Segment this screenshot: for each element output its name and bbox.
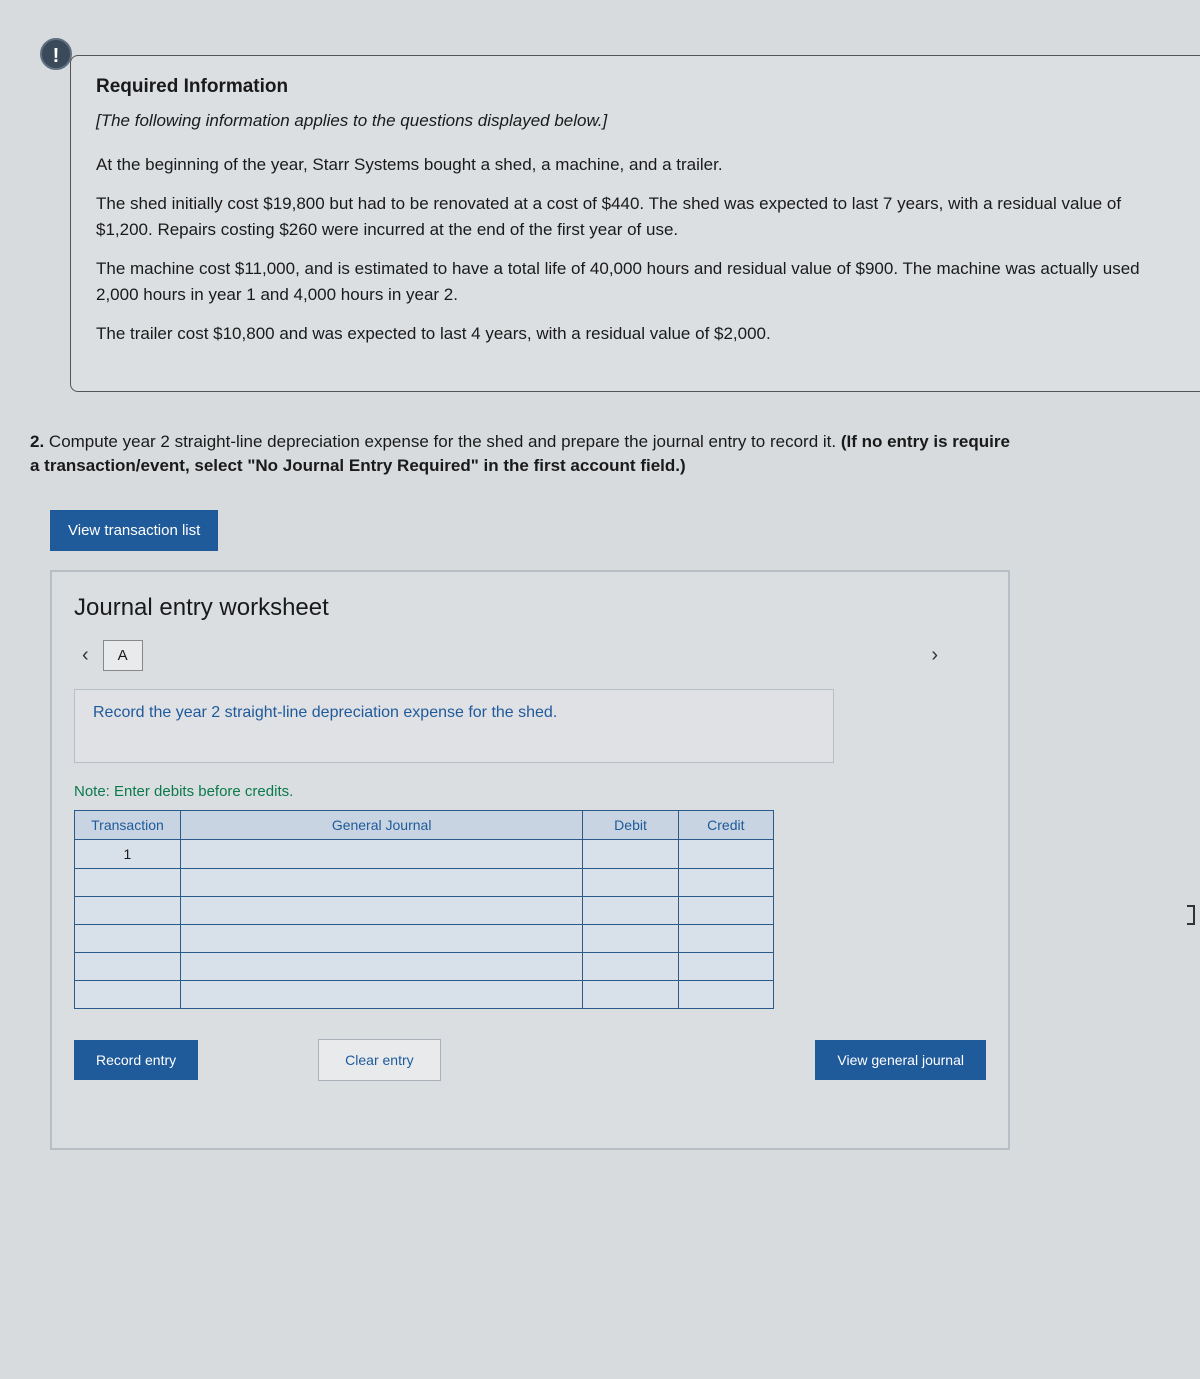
tab-a[interactable]: A bbox=[103, 640, 143, 671]
question-part-a: Compute year 2 straight-line depreciatio… bbox=[44, 432, 841, 451]
cell-gj-6[interactable] bbox=[180, 981, 582, 1009]
question-number: 2. bbox=[30, 432, 44, 451]
next-arrow-icon[interactable]: › bbox=[923, 640, 946, 671]
cell-db-3[interactable] bbox=[583, 897, 678, 925]
question-bold-a: (If no entry is require bbox=[841, 432, 1010, 451]
cell-gj-3[interactable] bbox=[180, 897, 582, 925]
record-entry-button[interactable]: Record entry bbox=[74, 1040, 198, 1080]
worksheet-nav: ‹ A › bbox=[74, 640, 986, 671]
table-row bbox=[75, 981, 774, 1009]
required-info-heading: Required Information bbox=[96, 76, 1175, 98]
cell-tx-5 bbox=[75, 953, 181, 981]
required-information-box: Required Information [The following info… bbox=[70, 55, 1200, 392]
col-general-journal: General Journal bbox=[180, 811, 582, 840]
cell-gj-2[interactable] bbox=[180, 869, 582, 897]
required-info-p2: The shed initially cost $19,800 but had … bbox=[96, 191, 1175, 242]
journal-entry-worksheet: Journal entry worksheet ‹ A › Record the… bbox=[50, 570, 1010, 1150]
clear-entry-button[interactable]: Clear entry bbox=[318, 1039, 440, 1081]
cell-tx-2 bbox=[75, 869, 181, 897]
cell-db-1[interactable] bbox=[583, 840, 678, 869]
cell-gj-4[interactable] bbox=[180, 925, 582, 953]
cell-gj-1[interactable] bbox=[180, 840, 582, 869]
question-part-b: a transaction/event, select "No Journal … bbox=[30, 456, 686, 475]
question-text: 2. Compute year 2 straight-line deprecia… bbox=[30, 430, 1200, 478]
cell-cr-4[interactable] bbox=[678, 925, 773, 953]
cell-tx-3 bbox=[75, 897, 181, 925]
button-row: Record entry Clear entry View general jo… bbox=[74, 1039, 986, 1081]
journal-entry-table: Transaction General Journal Debit Credit… bbox=[74, 810, 774, 1009]
required-info-intro: [The following information applies to th… bbox=[96, 108, 1175, 134]
col-credit: Credit bbox=[678, 811, 773, 840]
cell-cr-1[interactable] bbox=[678, 840, 773, 869]
table-row bbox=[75, 897, 774, 925]
bracket-icon bbox=[1187, 905, 1195, 925]
cell-tx-4 bbox=[75, 925, 181, 953]
col-transaction: Transaction bbox=[75, 811, 181, 840]
table-row bbox=[75, 953, 774, 981]
info-icon: ! bbox=[40, 38, 72, 70]
table-row bbox=[75, 869, 774, 897]
cell-tx-1: 1 bbox=[75, 840, 181, 869]
cell-cr-5[interactable] bbox=[678, 953, 773, 981]
cell-gj-5[interactable] bbox=[180, 953, 582, 981]
required-info-p1: At the beginning of the year, Starr Syst… bbox=[96, 152, 1175, 178]
note-text: Note: Enter debits before credits. bbox=[74, 783, 986, 800]
cell-cr-6[interactable] bbox=[678, 981, 773, 1009]
table-row: 1 bbox=[75, 840, 774, 869]
col-debit: Debit bbox=[583, 811, 678, 840]
cell-cr-2[interactable] bbox=[678, 869, 773, 897]
table-row bbox=[75, 925, 774, 953]
cell-cr-3[interactable] bbox=[678, 897, 773, 925]
instruction-box: Record the year 2 straight-line deprecia… bbox=[74, 689, 834, 763]
cell-db-5[interactable] bbox=[583, 953, 678, 981]
cell-db-6[interactable] bbox=[583, 981, 678, 1009]
worksheet-title: Journal entry worksheet bbox=[74, 594, 986, 622]
view-general-journal-button[interactable]: View general journal bbox=[815, 1040, 986, 1080]
view-transaction-list-button[interactable]: View transaction list bbox=[50, 510, 218, 551]
cell-tx-6 bbox=[75, 981, 181, 1009]
prev-arrow-icon[interactable]: ‹ bbox=[74, 640, 97, 671]
required-info-p4: The trailer cost $10,800 and was expecte… bbox=[96, 321, 1175, 347]
cell-db-4[interactable] bbox=[583, 925, 678, 953]
required-info-p3: The machine cost $11,000, and is estimat… bbox=[96, 256, 1175, 307]
cell-db-2[interactable] bbox=[583, 869, 678, 897]
